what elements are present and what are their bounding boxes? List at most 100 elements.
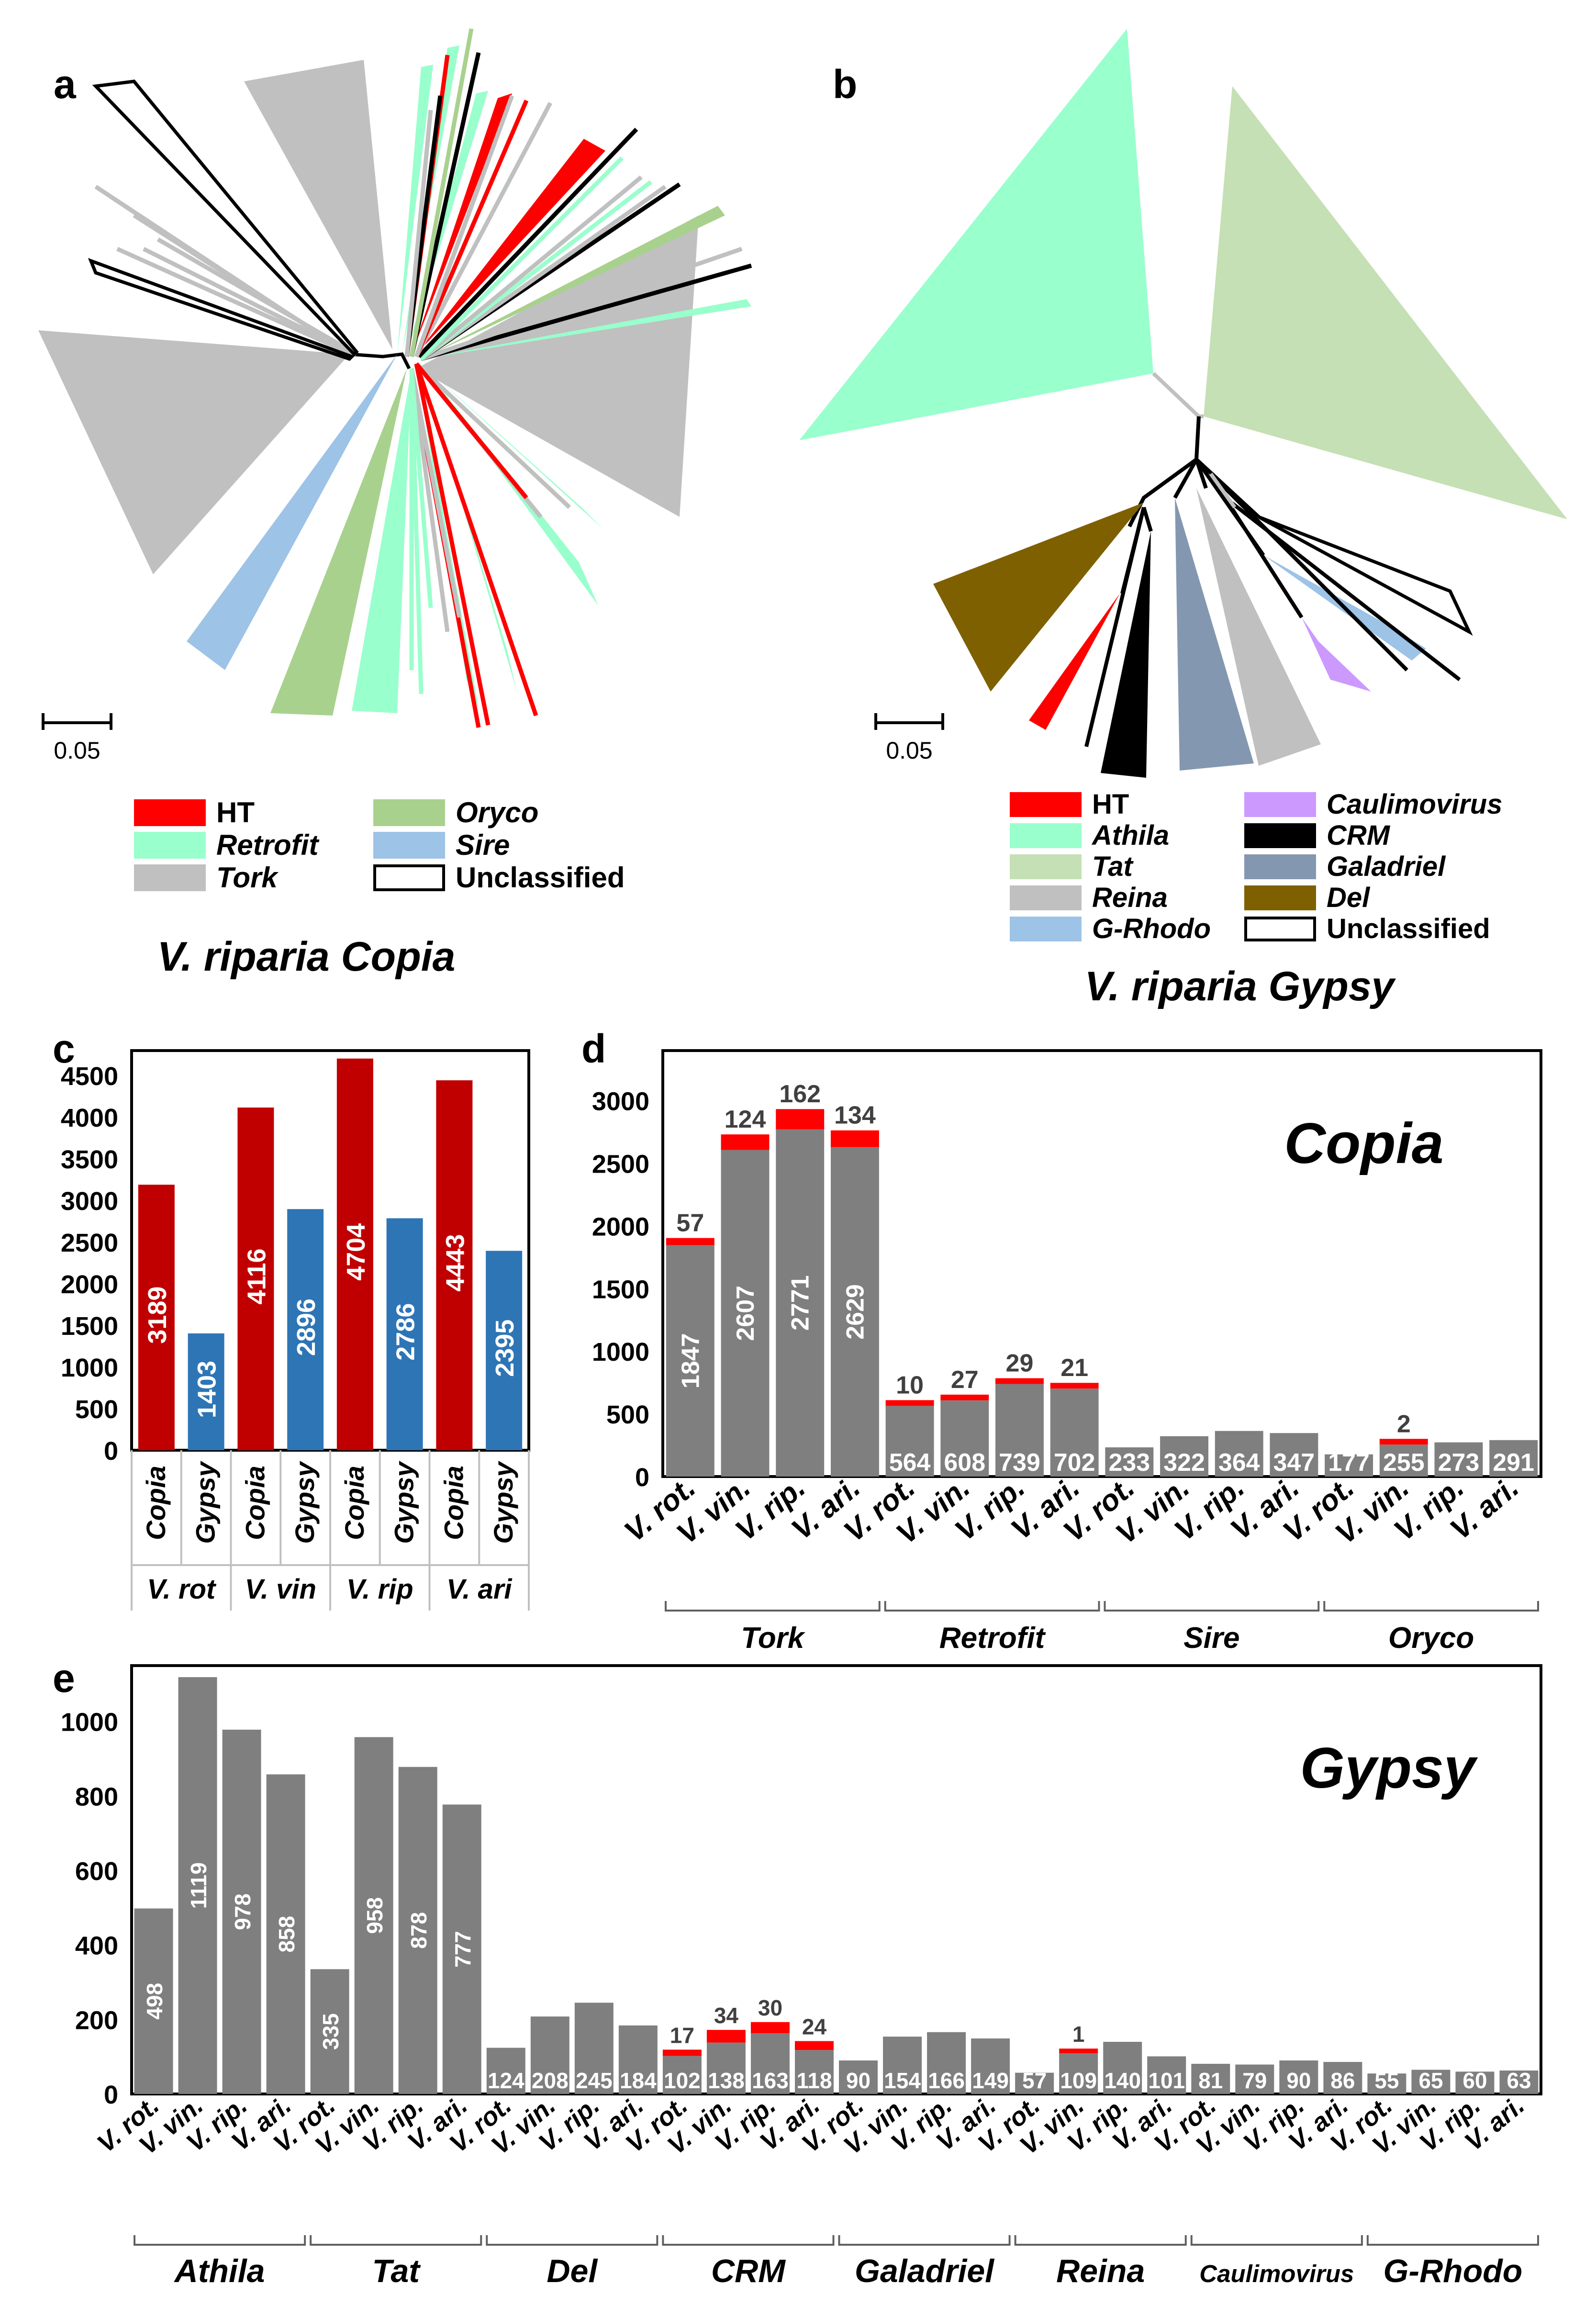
- data-label: 124: [488, 2068, 525, 2093]
- tree-branch: [409, 368, 462, 618]
- data-label: 79: [1242, 2068, 1267, 2093]
- legend-label: Unclassified: [456, 862, 625, 894]
- data-label: 55: [1374, 2068, 1399, 2093]
- copia-tree: [38, 28, 752, 728]
- bar: [995, 1384, 1044, 1477]
- bar: [666, 1245, 714, 1477]
- bar-ht: [776, 1109, 825, 1130]
- tree-branch: [1142, 506, 1153, 532]
- data-label: 3189: [143, 1287, 172, 1344]
- tree-branch: [414, 363, 538, 716]
- tree-branch: [404, 110, 433, 357]
- unclassified-clade: [92, 79, 359, 357]
- tree-branch: [414, 100, 529, 358]
- ht-label: 57: [676, 1209, 704, 1237]
- legend-swatch: [1244, 792, 1316, 817]
- y-tick-label: 0: [104, 2081, 118, 2109]
- group-bracket: [310, 2235, 482, 2246]
- data-label: 101: [1148, 2068, 1185, 2093]
- y-tick-label: 600: [75, 1857, 118, 1886]
- group-label: V. rot: [147, 1574, 217, 1605]
- bar: [776, 1129, 825, 1477]
- legend-swatch: [1244, 917, 1316, 941]
- tree-backbone: [349, 352, 411, 369]
- legend-swatch: [1244, 854, 1316, 879]
- legend-label: Tat: [1092, 851, 1134, 882]
- bar: [1191, 2063, 1230, 2094]
- tree-branch: [417, 127, 638, 358]
- tree-branch: [156, 237, 358, 356]
- bar-ht: [721, 1134, 770, 1150]
- data-label: 138: [708, 2068, 745, 2093]
- caulimovirus-clade: [1302, 617, 1371, 692]
- y-tick-label: 1500: [61, 1312, 118, 1341]
- bar: [1325, 1454, 1373, 1477]
- data-label: 2771: [787, 1275, 815, 1331]
- data-label: 163: [752, 2068, 789, 2093]
- bar: [1379, 1444, 1428, 1477]
- y-tick-label: 1500: [592, 1275, 649, 1304]
- bar: [1323, 2062, 1362, 2094]
- group-bracket: [486, 2235, 658, 2246]
- tork-clade: [38, 330, 349, 574]
- legend-swatch: [373, 832, 445, 859]
- bar: [436, 1080, 473, 1450]
- data-label: 347: [1273, 1449, 1315, 1477]
- legend-label: G-Rhodo: [1092, 913, 1211, 944]
- oryco-clade: [421, 206, 725, 359]
- data-label: 4704: [342, 1223, 370, 1281]
- y-tick-label: 3500: [61, 1145, 118, 1174]
- group-label: Del: [547, 2253, 598, 2289]
- y-tick-label: 4000: [61, 1104, 118, 1132]
- tree-branch: [1173, 459, 1198, 499]
- data-label: 858: [274, 1916, 299, 1953]
- data-label: 149: [972, 2068, 1009, 2093]
- reina-clade: [1196, 488, 1321, 766]
- tree-branch: [1223, 496, 1304, 619]
- ht-label: 21: [1060, 1354, 1088, 1382]
- tree-branch: [420, 263, 752, 361]
- data-label: 184: [620, 2068, 657, 2093]
- chart-title: Copia: [1284, 1111, 1443, 1175]
- bar: [266, 1774, 305, 2094]
- group-bracket: [884, 1601, 1100, 1612]
- group-bracket: [1366, 2235, 1539, 2246]
- data-label: 291: [1493, 1449, 1534, 1477]
- bar: [354, 1737, 393, 2094]
- data-label: 1119: [186, 1862, 211, 1909]
- ht-clade: [1029, 593, 1120, 730]
- bar: [971, 2038, 1010, 2094]
- x-tick-label: Gypsy: [389, 1461, 419, 1544]
- group-label: Tork: [741, 1622, 806, 1655]
- legend-label: Unclassified: [1327, 913, 1490, 944]
- group-label: G-Rhodo: [1384, 2253, 1523, 2289]
- legend-label: Galadriel: [1327, 851, 1446, 882]
- bar: [1235, 2064, 1274, 2094]
- data-label: 65: [1418, 2068, 1443, 2093]
- data-label: 90: [846, 2068, 871, 2093]
- data-label: 777: [450, 1931, 475, 1968]
- legend-label: Tork: [216, 862, 279, 894]
- tree-branch: [419, 156, 624, 361]
- data-label: 109: [1060, 2068, 1097, 2093]
- unclassified-clade: [88, 258, 355, 361]
- legend-label: HT: [216, 796, 255, 828]
- bar: [1270, 1433, 1318, 1477]
- tree-branch: [409, 368, 450, 632]
- data-label: 4443: [441, 1234, 469, 1291]
- data-label: 2629: [841, 1284, 869, 1340]
- legend-label: CRM: [1327, 820, 1391, 851]
- panel-label-b: b: [833, 62, 857, 107]
- bar-ht: [706, 2030, 746, 2043]
- data-label: 4116: [242, 1248, 271, 1304]
- data-label: 86: [1330, 2068, 1355, 2093]
- legend-swatch: [134, 799, 206, 826]
- x-tick-label: Gypsy: [190, 1461, 221, 1544]
- panel-label-c: c: [53, 1026, 75, 1071]
- tree-branch: [1084, 507, 1146, 747]
- data-label: 978: [230, 1893, 255, 1930]
- bar: [1050, 1388, 1099, 1477]
- tree-branch: [1219, 482, 1408, 672]
- bar: [237, 1107, 274, 1450]
